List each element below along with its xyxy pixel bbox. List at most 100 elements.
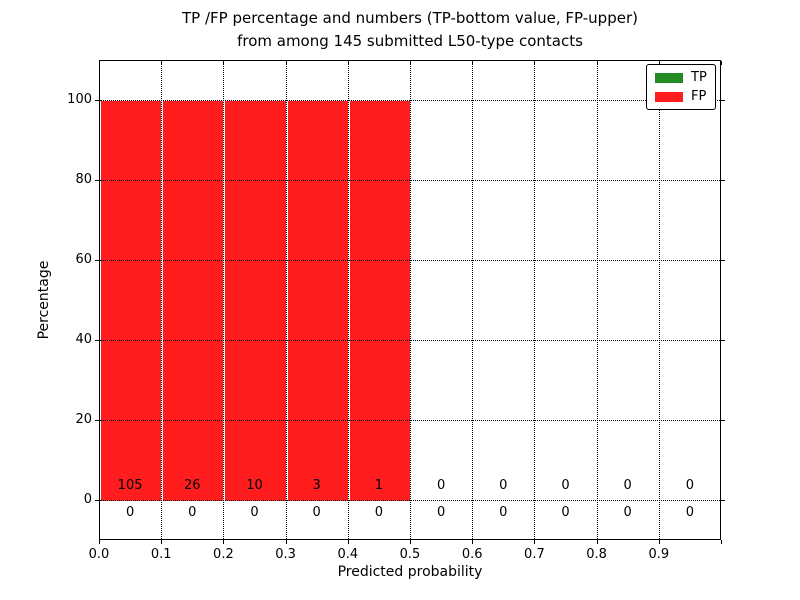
gridline-vertical <box>161 61 163 539</box>
y-tick-label: 60 <box>75 252 92 267</box>
x-tick-label: 0.0 <box>88 547 110 562</box>
y-tick-mark-right <box>721 420 725 421</box>
x-tick-mark-top <box>223 61 225 65</box>
x-tick-mark-top <box>285 61 287 65</box>
x-tick-mark-top <box>472 61 474 65</box>
y-tick-mark <box>95 100 99 101</box>
fp-count-label: 3 <box>312 478 321 493</box>
legend-item-fp: FP <box>655 88 707 104</box>
x-tick-label: 0.4 <box>337 547 359 562</box>
y-tick-mark-right <box>721 340 725 341</box>
gridline-horizontal <box>100 340 720 341</box>
fp-legend-swatch <box>655 91 683 102</box>
fp-legend-label: FP <box>691 88 707 104</box>
fp-count-label: 1 <box>374 478 384 493</box>
tp-legend-swatch <box>655 72 683 83</box>
x-tick-mark <box>721 540 722 544</box>
tp-count-label: 0 <box>623 505 632 520</box>
y-tick-label: 100 <box>67 92 92 107</box>
plot-area <box>99 60 721 540</box>
legend: TP FP <box>646 64 716 110</box>
fp-count-label: 105 <box>117 478 143 493</box>
chart-title-line2: from among 145 submitted L50-type contac… <box>237 32 583 50</box>
tp-legend-label: TP <box>691 69 707 85</box>
x-tick-mark-top <box>596 61 598 65</box>
y-tick-label: 80 <box>75 172 92 187</box>
x-tick-mark-top <box>99 61 100 65</box>
gridline-vertical <box>285 61 287 539</box>
y-tick-label: 0 <box>83 492 92 507</box>
fp-bar <box>225 101 286 501</box>
gridline-vertical <box>658 61 660 539</box>
x-tick-mark-top <box>534 61 536 65</box>
fp-count-label: 0 <box>561 478 570 493</box>
fp-count-label: 0 <box>499 478 508 493</box>
chart-title: TP /FP percentage and numbers (TP-bottom… <box>99 7 721 53</box>
x-tick-mark <box>472 540 474 544</box>
tp-count-label: 0 <box>125 505 135 520</box>
x-tick-label: 0.1 <box>150 547 172 562</box>
x-tick-mark-top <box>658 61 660 65</box>
gridline-vertical <box>347 61 349 539</box>
gridline-vertical <box>534 61 536 539</box>
x-tick-mark <box>347 540 349 544</box>
x-tick-label: 0.9 <box>648 547 670 562</box>
x-tick-mark-top <box>721 61 722 65</box>
tp-count-label: 0 <box>188 505 197 520</box>
tp-count-label: 0 <box>312 505 321 520</box>
y-tick-label: 40 <box>75 332 92 347</box>
gridline-horizontal <box>100 500 720 501</box>
gridline-vertical <box>410 61 411 539</box>
y-tick-mark-right <box>721 180 725 181</box>
y-tick-mark <box>95 420 99 421</box>
gridline-horizontal <box>100 100 720 101</box>
x-tick-mark <box>410 540 411 544</box>
tp-count-label: 0 <box>250 505 259 520</box>
x-tick-label: 0.8 <box>586 547 607 562</box>
y-tick-label: 20 <box>75 412 92 427</box>
y-tick-mark <box>95 340 99 341</box>
tp-count-label: 0 <box>374 505 384 520</box>
y-tick-mark-right <box>721 260 725 261</box>
fp-bar <box>287 101 348 501</box>
x-tick-label: 0.3 <box>275 547 296 562</box>
x-tick-mark-top <box>161 61 163 65</box>
x-tick-mark <box>596 540 598 544</box>
x-tick-label: 0.7 <box>524 547 545 562</box>
x-tick-label: 0.5 <box>399 547 421 562</box>
tp-count-label: 0 <box>499 505 508 520</box>
x-tick-mark <box>534 540 536 544</box>
fp-count-label: 0 <box>623 478 632 493</box>
fp-count-label: 0 <box>436 478 446 493</box>
y-tick-mark <box>95 180 99 181</box>
legend-item-tp: TP <box>655 69 707 85</box>
fp-bar <box>349 101 410 501</box>
tp-count-label: 0 <box>561 505 570 520</box>
gridline-vertical <box>223 61 225 539</box>
y-tick-mark <box>95 500 99 501</box>
fp-count-label: 0 <box>685 478 695 493</box>
x-tick-mark <box>285 540 287 544</box>
fp-bar <box>163 101 224 501</box>
fp-count-label: 10 <box>246 478 263 493</box>
tp-count-label: 0 <box>436 505 446 520</box>
gridline-horizontal <box>100 260 720 261</box>
y-tick-mark-right <box>721 500 725 501</box>
gridline-vertical <box>596 61 598 539</box>
x-tick-mark <box>99 540 100 544</box>
y-tick-mark-right <box>721 100 725 101</box>
x-tick-mark <box>223 540 225 544</box>
gridline-horizontal <box>100 420 720 421</box>
fp-bar <box>101 101 162 501</box>
chart-title-line1: TP /FP percentage and numbers (TP-bottom… <box>182 9 638 27</box>
x-tick-mark <box>161 540 163 544</box>
x-tick-mark-top <box>410 61 411 65</box>
gridline-horizontal <box>100 180 720 181</box>
x-tick-mark <box>658 540 660 544</box>
x-tick-label: 0.2 <box>213 547 234 562</box>
x-tick-mark-top <box>347 61 349 65</box>
fp-count-label: 26 <box>184 478 201 493</box>
gridline-vertical <box>472 61 474 539</box>
tp-count-label: 0 <box>685 505 695 520</box>
